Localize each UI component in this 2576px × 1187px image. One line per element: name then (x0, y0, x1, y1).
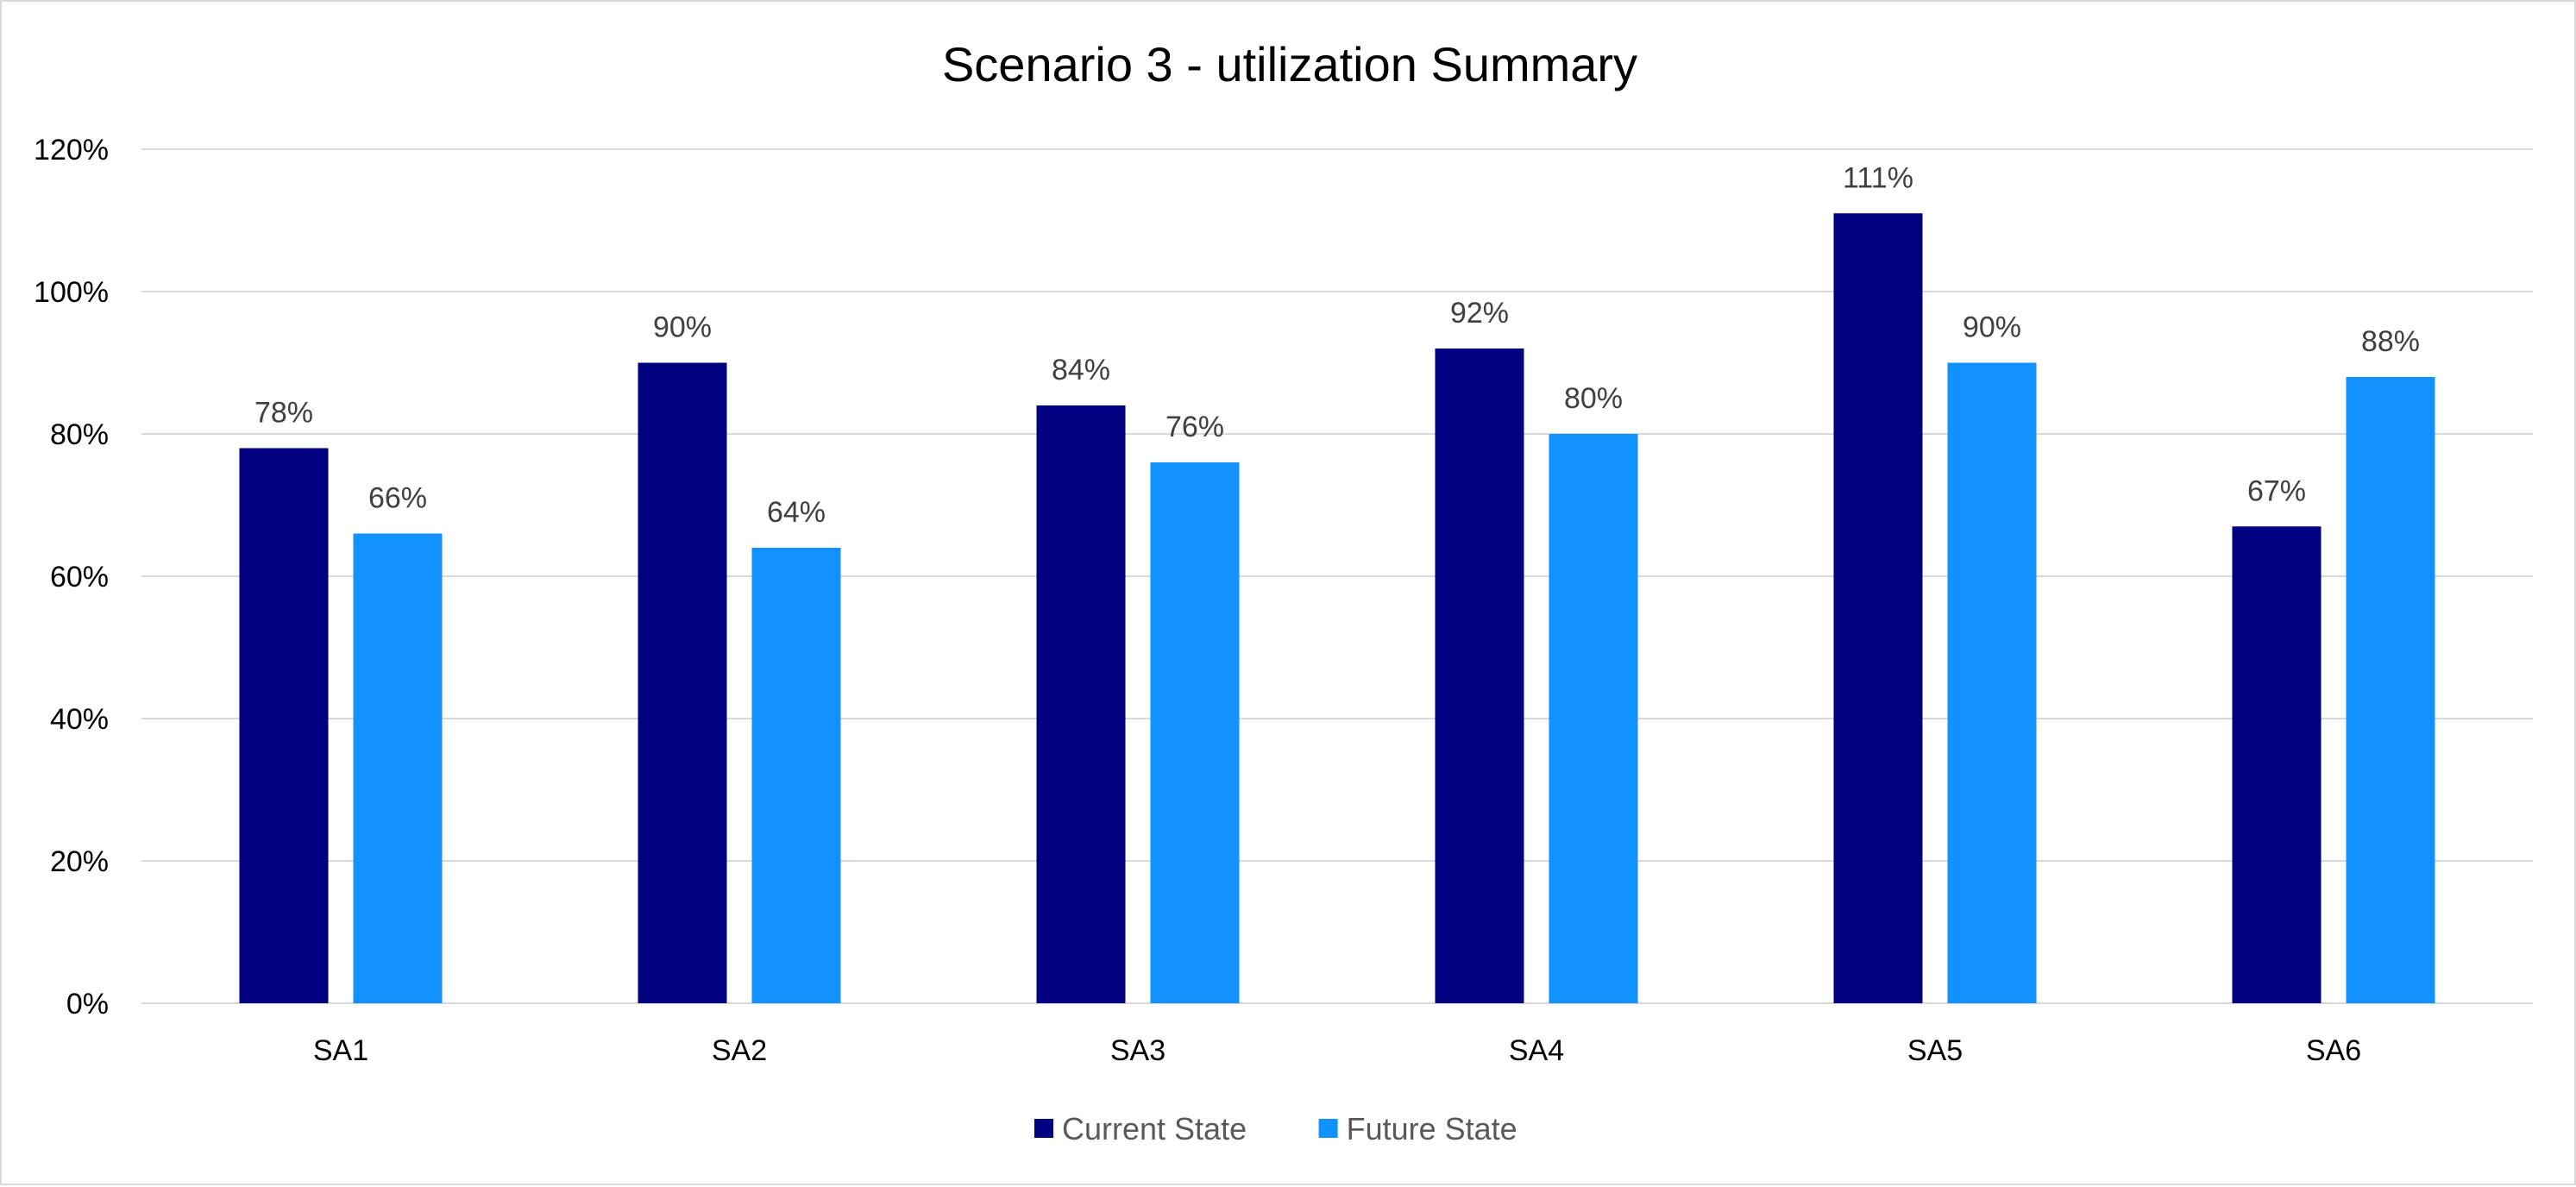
bar-current-state-sa1[interactable] (239, 448, 329, 1004)
data-labels: 78% 66% 90% 64% 84% 76% 92% 80% 111% 90% 67% 88% (254, 161, 2420, 529)
data-label: 88% (2361, 325, 2420, 358)
legend-label: Future State (1347, 1111, 1517, 1146)
legend-item-future-state[interactable]: Future State (1318, 1111, 1517, 1146)
y-tick-label: 100% (34, 276, 109, 309)
bar-future-state-sa4[interactable] (1549, 434, 1638, 1003)
data-label: 90% (653, 311, 712, 344)
x-tick-label: SA5 (1907, 1034, 1963, 1067)
legend-swatch (1034, 1119, 1053, 1138)
legend-label: Current State (1062, 1111, 1247, 1146)
legend[interactable]: Current State Future State (1034, 1111, 1517, 1146)
gridlines (141, 148, 2533, 1004)
data-label: 76% (1165, 411, 1224, 443)
bar-future-state-sa6[interactable] (2346, 377, 2435, 1003)
legend-item-current-state[interactable]: Current State (1034, 1111, 1247, 1146)
x-axis-tick-labels: SA1 SA2 SA3 SA4 SA5 SA6 (313, 1034, 2361, 1067)
y-tick-label: 80% (50, 418, 109, 451)
data-label: 66% (368, 482, 427, 515)
bar-future-state-sa3[interactable] (1150, 462, 1240, 1003)
data-label: 78% (254, 397, 313, 430)
data-label: 84% (1052, 354, 1110, 386)
y-axis-tick-labels: 0% 20% 40% 60% 80% 100% 120% (34, 134, 109, 1021)
x-tick-label: SA2 (712, 1034, 767, 1067)
data-label: 80% (1564, 382, 1623, 415)
x-tick-label: SA3 (1110, 1034, 1165, 1067)
bar-current-state-sa5[interactable] (1833, 213, 1923, 1003)
bar-current-state-sa2[interactable] (638, 362, 727, 1004)
legend-swatch (1318, 1119, 1338, 1138)
data-label: 67% (2247, 474, 2306, 507)
x-tick-label: SA1 (313, 1034, 368, 1067)
y-tick-label: 120% (34, 134, 109, 166)
y-tick-label: 20% (50, 845, 109, 878)
chart-title: Scenario 3 - utilization Summary (942, 37, 1637, 91)
bar-current-state-sa6[interactable] (2232, 526, 2322, 1003)
bar-future-state-sa5[interactable] (1947, 362, 2037, 1004)
bar-future-state-sa2[interactable] (751, 548, 841, 1003)
y-tick-label: 0% (66, 988, 109, 1021)
bar-future-state-sa1[interactable] (353, 533, 443, 1004)
x-tick-label: SA6 (2306, 1034, 2361, 1067)
data-label: 111% (1843, 161, 1913, 194)
bars (239, 213, 2435, 1004)
y-tick-label: 60% (50, 561, 109, 594)
data-label: 92% (1450, 297, 1509, 330)
y-tick-label: 40% (50, 703, 109, 736)
bar-current-state-sa3[interactable] (1036, 405, 1126, 1003)
bar-current-state-sa4[interactable] (1435, 349, 1524, 1003)
data-label: 64% (767, 496, 826, 529)
x-tick-label: SA4 (1509, 1034, 1564, 1067)
data-label: 90% (1963, 311, 2021, 344)
